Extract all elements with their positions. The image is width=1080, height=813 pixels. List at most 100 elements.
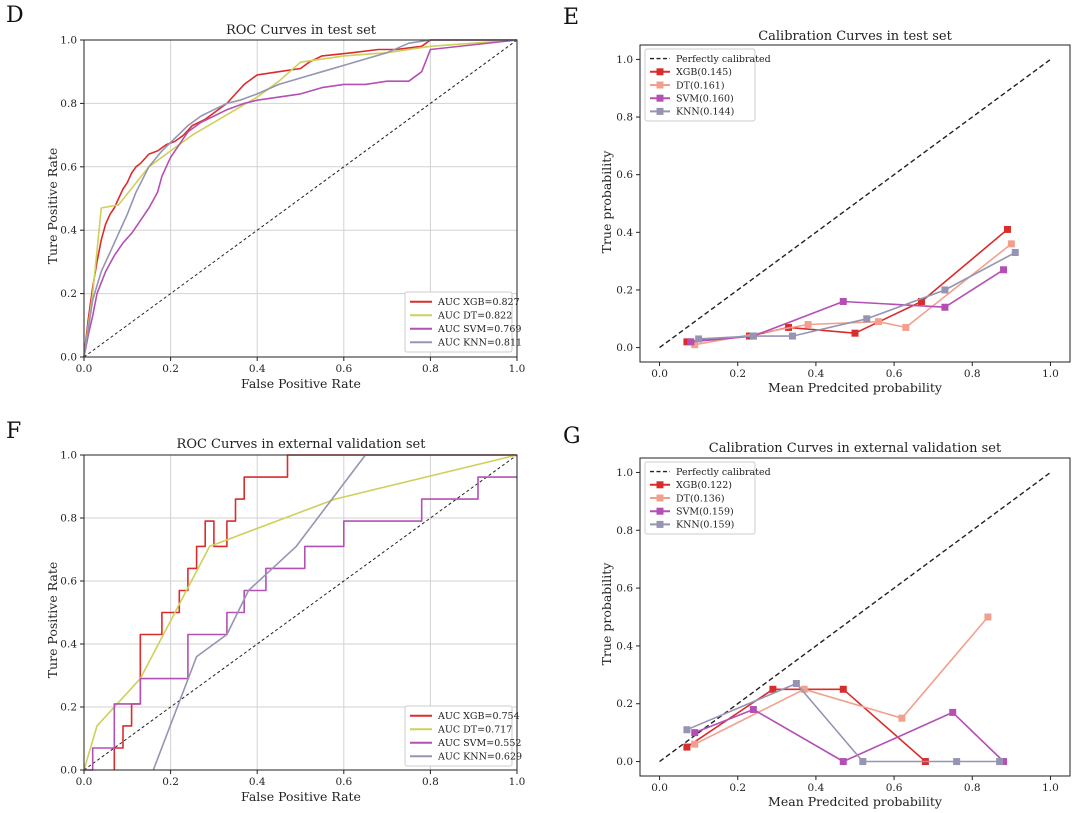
- panel-e-ticks: 0.0 0.0 0.2 0.2 0.4 0.4 0.6 0.6 0.8 0.8 1.0 1.0: [616, 54, 1059, 380]
- panel-f-legend-label: AUC SVM=0.552: [437, 738, 521, 749]
- panel-f-ytick-label: 0.6: [60, 576, 77, 588]
- panel-g-point-knn: [792, 679, 800, 687]
- panel-f-plot-frame: [83, 454, 518, 771]
- panel-e-point-knn: [695, 335, 703, 343]
- panel-d-xtick-label: 0.2: [162, 363, 179, 375]
- panel-g-point-knn: [996, 758, 1004, 766]
- panel-d-legend-label: AUC SVM=0.769: [437, 324, 521, 335]
- panel-f-ytick-label: 0.4: [60, 639, 77, 651]
- panel-d-ytick-label: 0.6: [60, 161, 77, 173]
- panel-e-point-xgb: [683, 338, 691, 346]
- panel-e-legend: Perfectly calibrated XGB(0.145) DT(0.161) S…: [644, 48, 771, 122]
- panel-g-legend-marker-svm: [656, 507, 664, 515]
- panel-f-line-svm: [84, 476, 517, 771]
- panel-g-xtick-label: 0.8: [964, 782, 981, 794]
- panel-g-ytick-label: 0.8: [616, 525, 633, 537]
- panel-g-legend-box: [644, 461, 756, 535]
- panel-g-legend-label: SVM(0.159): [676, 507, 734, 518]
- panel-f-legend-box: [404, 705, 513, 767]
- panel-d-legend-box: [404, 291, 513, 353]
- panel-g-legend-label: KNN(0.159): [676, 520, 734, 531]
- panel-g-legend-marker-knn: [656, 520, 664, 528]
- panel-e-point-knn: [1011, 248, 1019, 256]
- panel-g-point-dt_cal: [984, 613, 992, 621]
- panel-e-legend-label: KNN(0.144): [676, 107, 734, 118]
- panel-g-point-dt_cal: [800, 685, 808, 693]
- panel-g-point-knn: [683, 726, 691, 734]
- panel-e-point-knn: [863, 315, 871, 323]
- panel-g-point-knn: [953, 758, 961, 766]
- panel-g-line-dt_cal: [694, 616, 989, 745]
- panel-f-legend: AUC XGB=0.754 AUC DT=0.717 AUC SVM=0.552 AU…: [404, 705, 522, 767]
- panel-f-ytick-label: 0.2: [60, 702, 77, 714]
- panel-f-ticks: 0.00.0 0.2 0.2 0.4 0.4 0.6 0.6 0.8 0.8 1.0 1.0: [60, 450, 525, 789]
- panel-f-reference-line: [83, 454, 518, 771]
- panel-f: F ROC Curves in external validation set …: [6, 419, 525, 804]
- panel-g-line-xgb: [686, 688, 926, 763]
- panel-f-xtick-label: 0.2: [162, 776, 179, 788]
- panel-d-line-dt_roc: [83, 39, 518, 358]
- panel-f-xtick-label: 1.0: [509, 776, 526, 788]
- panel-e-point-xgb: [851, 329, 859, 337]
- panel-g-series: [683, 613, 1008, 766]
- panel-g-ytick-label: 0.2: [616, 698, 633, 710]
- panel-g-legend-label: Perfectly calibrated: [676, 467, 771, 478]
- panel-d-legend-label: AUC KNN=0.811: [437, 338, 522, 349]
- panel-g-ticks: 0.0 0.0 0.2 0.2 0.4 0.4 0.6 0.6 0.8 0.8 1.0 1.0: [616, 467, 1059, 794]
- panel-g-point-dt_cal: [898, 714, 906, 722]
- panel-e-ytick-label: 1.0: [616, 54, 633, 66]
- panel-e-ytick-label: 0.0: [616, 342, 633, 354]
- panel-e-point-dt_cal: [804, 321, 812, 329]
- panel-f-xtick-label: 0.6: [335, 776, 352, 788]
- panel-g-xtick-label: 0.6: [886, 782, 903, 794]
- panel-e-xtick-label: 1.0: [1042, 368, 1059, 380]
- panel-f-legend-label: AUC DT=0.717: [437, 725, 512, 736]
- panel-e-xtick-label: 0.4: [808, 368, 825, 380]
- panel-f-line-dt_roc: [83, 454, 518, 771]
- panel-g-legend-label: XGB(0.122): [676, 480, 732, 491]
- panel-g-point-svm: [949, 708, 957, 716]
- panel-e-point-xgb: [917, 297, 925, 305]
- panel-d-legend-label: AUC DT=0.822: [437, 311, 512, 322]
- panel-e-xtick-label: 0.2: [729, 368, 746, 380]
- panel-e-point-svm: [687, 338, 695, 346]
- panel-g-point-svm: [1000, 758, 1008, 766]
- panel-e-line-knn: [698, 251, 1016, 340]
- panel-e-reference-line: [659, 58, 1051, 349]
- panel-g-point-xgb: [769, 685, 777, 693]
- panel-e-legend-label: Perfectly calibrated: [676, 54, 771, 65]
- panel-g-point-svm: [691, 729, 699, 737]
- panel-g-point-xgb: [683, 743, 691, 751]
- panel-d-ylabel: Ture Positive Rate: [45, 148, 60, 265]
- panel-g-point-xgb: [839, 685, 847, 693]
- panel-e-xtick-label: 0.0: [651, 368, 668, 380]
- panel-e-point-knn: [941, 286, 949, 294]
- panel-d-reference-line: [83, 39, 518, 358]
- panel-e-ylabel: True probability: [599, 150, 614, 254]
- panel-f-xtick-label: 0.0: [76, 776, 93, 788]
- panel-e-title: Calibration Curves in test set: [758, 29, 952, 44]
- panel-e-point-dt_cal: [1007, 240, 1015, 248]
- panel-e-ytick-label: 0.4: [616, 227, 633, 239]
- panel-g-line-knn: [686, 682, 1000, 763]
- panel-e-point-xgb: [1003, 225, 1011, 233]
- panel-d-ytick-label: 1.0: [60, 35, 77, 47]
- panel-e-xtick-label: 0.8: [964, 368, 981, 380]
- panel-g-letter: G: [563, 424, 581, 449]
- panel-g-ytick-label: 0.0: [616, 756, 633, 768]
- panel-d-line-knn: [83, 39, 517, 358]
- panel-e-ytick-label: 0.2: [616, 284, 633, 296]
- panel-e-ytick-label: 0.8: [616, 112, 633, 124]
- panel-e-ytick-label: 0.6: [616, 169, 633, 181]
- panel-g-xtick-label: 0.0: [651, 782, 668, 794]
- panel-e-series: [683, 225, 1019, 349]
- panel-g-legend-marker-xgb: [656, 481, 664, 489]
- panel-e-point-svm: [839, 297, 847, 305]
- panel-d-ytick-label: 0.2: [60, 288, 77, 300]
- panel-f-ytick-label: 0.8: [60, 513, 77, 525]
- panel-g-legend: Perfectly calibrated XGB(0.122) DT(0.136) S…: [644, 461, 771, 535]
- panel-e-legend-marker-svm: [656, 94, 664, 102]
- panel-d-xtick-label: 0.4: [249, 363, 266, 375]
- panel-e-legend-marker-dt_cal: [656, 81, 664, 89]
- panel-d-xtick-label: 0.8: [422, 363, 439, 375]
